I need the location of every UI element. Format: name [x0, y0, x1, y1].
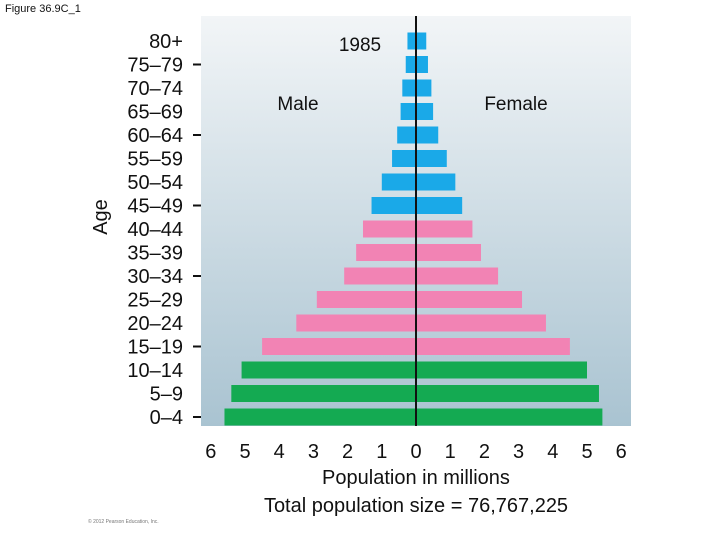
female-bar-15 [416, 385, 599, 402]
male-bar-9 [356, 244, 416, 261]
female-bar-0 [416, 32, 427, 50]
age-label-2: 70–74 [127, 78, 183, 100]
total-population-footer: Total population size = 76,767,225 [264, 495, 568, 517]
female-bar-8 [416, 220, 473, 238]
male-bar-12 [296, 314, 416, 332]
age-label-14: 10–14 [127, 360, 183, 382]
age-label-7: 45–49 [127, 196, 183, 218]
age-label-6: 50–54 [127, 172, 183, 194]
male-bar-1 [405, 56, 416, 73]
female-bar-11 [416, 291, 523, 308]
x-tick-label-4: 2 [342, 441, 353, 463]
copyright-notice: © 2012 Pearson Education, Inc. [88, 519, 159, 525]
female-bar-12 [416, 314, 546, 332]
male-bar-2 [402, 79, 416, 97]
x-tick-label-9: 3 [513, 441, 524, 463]
age-label-8: 40–44 [127, 219, 183, 241]
age-label-11: 25–29 [127, 290, 183, 312]
male-bar-4 [397, 126, 416, 144]
x-tick-label-3: 3 [308, 441, 319, 463]
age-label-1: 75–79 [127, 55, 183, 77]
age-label-3: 65–69 [127, 102, 183, 124]
age-label-16: 0–4 [150, 407, 183, 429]
male-bar-7 [371, 197, 416, 214]
x-tick-label-11: 5 [581, 441, 592, 463]
x-tick-label-5: 1 [376, 441, 387, 463]
male-bar-15 [231, 385, 416, 402]
x-axis-title: Population in millions [322, 467, 510, 489]
x-tick-label-10: 4 [547, 441, 558, 463]
age-label-4: 60–64 [127, 125, 183, 147]
chart-title: 1985 [339, 35, 381, 56]
x-tick-label-2: 4 [274, 441, 285, 463]
male-bar-0 [407, 32, 416, 50]
age-label-0: 80+ [149, 31, 183, 53]
x-tick-label-8: 2 [479, 441, 490, 463]
male-bar-13 [262, 338, 416, 355]
age-label-5: 55–59 [127, 149, 183, 171]
x-tick-label-6: 0 [410, 441, 421, 463]
male-bar-11 [316, 291, 416, 308]
female-bar-5 [416, 150, 447, 167]
female-label: Female [484, 94, 547, 115]
female-bar-4 [416, 126, 439, 144]
male-bar-10 [344, 267, 416, 285]
male-bar-5 [392, 150, 416, 167]
x-tick-label-1: 5 [239, 441, 250, 463]
age-label-10: 30–34 [127, 266, 183, 288]
female-bar-9 [416, 244, 481, 261]
female-bar-13 [416, 338, 570, 355]
male-bar-6 [381, 173, 416, 191]
female-bar-6 [416, 173, 456, 191]
male-bar-8 [362, 220, 416, 238]
female-bar-10 [416, 267, 499, 285]
age-label-12: 20–24 [127, 313, 183, 335]
female-bar-14 [416, 361, 587, 379]
figure-label: Figure 36.9C_1 [5, 3, 81, 15]
male-bar-14 [241, 361, 416, 379]
age-label-15: 5–9 [150, 384, 183, 406]
x-tick-label-12: 6 [616, 441, 627, 463]
age-label-9: 35–39 [127, 243, 183, 265]
age-label-13: 15–19 [127, 337, 183, 359]
female-bar-16 [416, 408, 603, 426]
male-bar-3 [400, 103, 416, 120]
y-axis-title: Age [90, 199, 112, 235]
female-bar-1 [416, 56, 428, 73]
x-tick-label-0: 6 [205, 441, 216, 463]
male-bar-16 [224, 408, 416, 426]
male-label: Male [277, 94, 318, 115]
x-tick-label-7: 1 [445, 441, 456, 463]
female-bar-3 [416, 103, 434, 120]
female-bar-2 [416, 79, 432, 97]
female-bar-7 [416, 197, 463, 214]
